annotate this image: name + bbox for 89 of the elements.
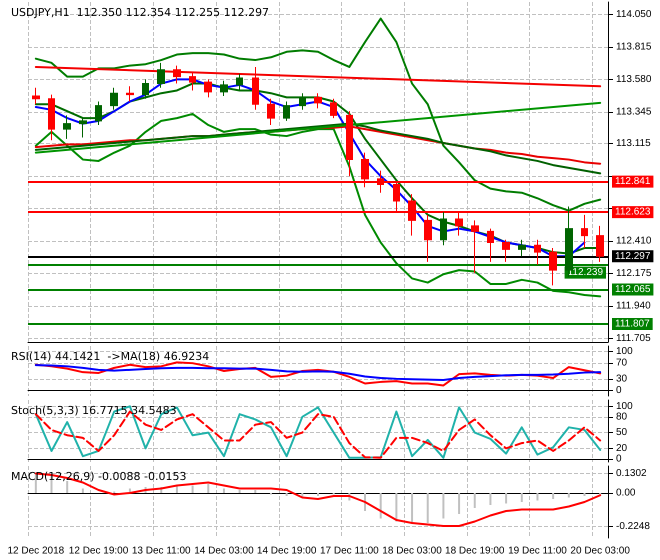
y-tick-label: 70 [616,358,628,369]
y-tick-label: 111.705 [616,333,652,344]
y-tick-label: 0 [616,453,622,464]
candlestick [440,212,447,246]
ref-line-label: 111.807 [615,318,650,330]
x-tick-label: 14 Dec 03:00 [194,546,254,556]
bar [489,493,492,505]
line-series [34,361,602,386]
y-tick-label: 114.050 [616,8,652,20]
candlestick [110,87,118,110]
x-tick-label: 13 Dec 11:00 [132,546,192,556]
x-tick-label: 19 Dec 11:00 [508,546,568,556]
x-tick-label: 12 Dec 2018 [7,546,65,556]
candlestick [267,98,275,126]
x-tick-label: 18 Dec 19:00 [445,546,505,556]
y-tick-label: 113.115 [616,138,652,150]
bar [568,493,570,498]
bar [238,490,241,493]
candlestick [346,110,353,177]
candlestick [330,98,337,119]
candlestick [534,239,541,266]
candlestick [596,225,604,262]
y-tick-label: 30 [616,373,628,384]
x-tick-label: 17 Dec 11:00 [320,546,380,556]
ref-line-label: 112.065 [615,284,651,295]
candlestick [204,78,212,98]
ref-line-label: 112.841 [615,176,651,188]
bar [395,493,398,522]
y-tick-label: 113.580 [616,74,652,85]
candlestick [126,86,134,102]
y-tick-label: 113.345 [616,106,652,118]
y-tick-label: 0.00 [616,488,636,498]
bar [583,493,586,496]
ref-line-label: 112.623 [615,206,651,218]
bar [254,490,256,493]
bar [411,493,414,523]
y-tick-label: 111.940 [616,300,652,312]
bar [474,493,476,508]
bar [505,493,508,504]
bar [536,493,538,500]
bar [520,493,523,502]
y-tick-label: 20 [616,442,628,454]
line-series [34,18,602,212]
y-tick-label: 80 [616,411,628,422]
line-series [34,364,602,381]
bar [442,493,444,518]
x-tick-label: 20 Dec 03:00 [570,546,630,556]
bar [222,488,225,493]
y-tick-label: 100 [616,400,634,412]
bar [426,493,429,523]
candlestick [581,214,588,249]
candlestick [32,87,40,105]
y-tick-label: 0.1302 [616,468,648,479]
chart-title: RSI(14) 44.1421 ->MA(18) 46.9234 [11,350,210,363]
x-tick-label: 12 Dec 19:00 [68,546,129,556]
y-tick-label: 100 [616,346,634,357]
y-tick-label: -0.2248 [616,521,650,532]
candlestick [63,114,71,140]
candlestick [471,220,479,274]
y-tick-label: 112.175 [616,268,652,280]
bar [317,493,319,496]
candlestick [502,239,510,262]
candlestick [79,118,87,138]
bar [286,493,288,496]
candlestick [299,92,306,110]
x-tick-label: 18 Dec 03:00 [382,546,442,556]
x-tick-label: 14 Dec 19:00 [256,546,317,556]
ref-line-label: 112.297 [615,250,651,262]
candlestick [48,94,55,141]
bar [380,493,382,518]
bar [458,493,460,514]
bar [552,493,554,499]
y-tick-label: 0 [616,385,622,396]
candlestick [314,92,322,109]
candlestick [487,228,494,262]
candlestick [95,101,102,126]
bar [66,481,68,493]
bar [207,484,210,493]
bar [192,486,194,493]
candlestick [283,101,290,122]
y-tick-label: 112.410 [616,236,652,247]
y-tick-label: 113.815 [616,41,652,52]
bar [82,488,84,493]
candlestick [424,214,432,262]
candlestick [157,62,165,88]
candlestick [549,248,557,286]
y-tick-label: 50 [616,427,628,438]
chart-title: USDJPY,H1 112.350 112.354 112.255 112.297 [11,6,270,19]
candlestick [518,239,526,257]
